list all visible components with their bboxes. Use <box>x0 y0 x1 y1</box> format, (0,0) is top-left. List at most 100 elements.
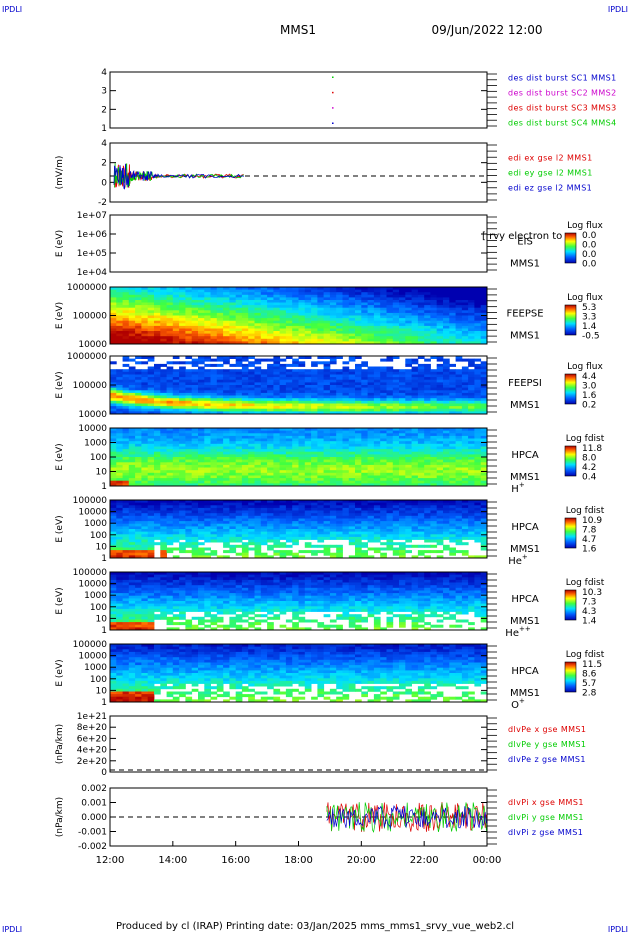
spectrogram-cell <box>128 441 136 445</box>
spectrogram-cell <box>455 470 463 474</box>
spectrogram-cell <box>373 336 381 340</box>
spectrogram-cell <box>273 539 281 543</box>
spectrogram-cell <box>216 292 224 296</box>
spectrogram-cell <box>367 315 375 319</box>
spectrogram-cell <box>260 500 268 503</box>
spectrogram-cell <box>405 328 412 332</box>
spectrogram-cell <box>135 297 142 301</box>
spectrogram-cell <box>342 443 350 447</box>
spectrogram-cell <box>141 435 149 439</box>
spectrogram-cell <box>380 300 387 303</box>
spectrogram-cell <box>430 502 438 506</box>
spectrogram-cell <box>172 518 180 522</box>
spectrogram-cell <box>141 387 149 391</box>
spectrogram-cell <box>273 307 281 311</box>
spectrogram-cell <box>273 536 281 540</box>
spectrogram-cell <box>329 462 337 466</box>
spectrogram-cell <box>229 336 237 340</box>
spectrogram-cell <box>128 510 136 514</box>
spectrogram-cell <box>417 441 425 445</box>
spectrogram-cell <box>329 510 337 514</box>
spectrogram-cell <box>323 500 331 503</box>
spectrogram-cell <box>417 310 425 314</box>
spectrogram-cell <box>361 529 368 532</box>
spectrogram-cell <box>166 377 174 381</box>
spectrogram-cell <box>380 510 387 514</box>
spectrogram-cell <box>160 382 167 386</box>
spectrogram-cell <box>424 411 431 415</box>
spectrogram-cell <box>336 302 343 306</box>
spectrogram-cell <box>216 294 224 298</box>
spectrogram-cell <box>373 310 381 314</box>
y-tick-label: 1e+07 <box>77 211 107 221</box>
spectrogram-cell <box>380 328 387 332</box>
spectrogram-cell <box>455 312 463 316</box>
spectrogram-cell <box>311 297 318 301</box>
spectrogram-cell <box>166 403 174 407</box>
spectrogram-cell <box>229 318 237 322</box>
spectrogram-cell <box>455 395 463 399</box>
spectrogram-cell <box>361 438 368 442</box>
spectrogram-cell <box>154 521 161 525</box>
spectrogram-cell <box>122 555 130 559</box>
spectrogram-cell <box>405 385 412 388</box>
spectrogram-cell <box>172 539 180 543</box>
spectrogram-cell <box>191 305 199 309</box>
spectrogram-cell <box>279 446 287 450</box>
spectrogram-cell <box>361 369 368 373</box>
spectrogram-cell <box>292 341 299 345</box>
spectrogram-cell <box>267 446 274 450</box>
spectrogram-cell <box>110 462 117 466</box>
spectrogram-cell <box>367 302 375 306</box>
spectrogram-cell <box>198 320 205 324</box>
spectrogram-cell <box>223 521 230 525</box>
spectrogram-cell <box>241 315 249 319</box>
spectrogram-cell <box>443 459 450 463</box>
spectrogram-cell <box>443 369 450 373</box>
spectrogram-cell <box>110 428 117 431</box>
spectrogram-cell <box>336 467 343 471</box>
spectrogram-cell <box>405 449 412 453</box>
spectrogram-cell <box>285 534 293 538</box>
spectrogram-cell <box>191 552 199 556</box>
spectrogram-cell <box>424 507 431 511</box>
spectrogram-cell <box>474 475 482 479</box>
burst-marker <box>332 91 334 94</box>
spectrogram-cell <box>116 328 123 332</box>
spectrogram-cell <box>342 300 350 303</box>
spectrogram-cell <box>235 534 243 538</box>
spectrogram-cell <box>317 325 325 329</box>
spectrogram-cell <box>241 374 249 378</box>
spectrogram-cell <box>323 428 331 431</box>
spectrogram-cell <box>128 292 136 296</box>
spectrogram-cell <box>179 449 186 453</box>
spectrogram-cell <box>223 287 230 290</box>
spectrogram-cell <box>292 529 299 532</box>
spectrogram-cell <box>455 428 463 431</box>
spectrogram-cell <box>172 395 180 399</box>
spectrogram-cell <box>399 521 406 525</box>
spectrogram-cell <box>373 507 381 511</box>
spectrogram-cell <box>317 331 325 334</box>
spectrogram-cell <box>223 470 230 474</box>
spectrogram-cell <box>122 500 130 503</box>
spectrogram-cell <box>480 387 488 391</box>
spectrogram-cell <box>229 408 237 412</box>
spectrogram-cell <box>135 534 142 538</box>
spectrogram-cell <box>254 395 262 399</box>
spectrogram-cell <box>348 507 356 511</box>
spectrogram-cell <box>128 400 136 404</box>
spectrogram-cell <box>386 312 394 316</box>
spectrogram-cell <box>392 294 400 298</box>
spectrogram-cell <box>329 328 337 332</box>
spectrogram-cell <box>141 377 149 381</box>
spectrogram-cell <box>285 300 293 303</box>
spectrogram-cell <box>317 406 325 410</box>
spectrogram-cell <box>160 552 167 556</box>
spectrogram-cell <box>198 331 205 334</box>
spectrogram-cell <box>430 428 438 431</box>
spectrogram-cell <box>154 536 161 540</box>
spectrogram-cell <box>154 328 161 332</box>
spectrogram-cell <box>411 433 419 437</box>
spectrogram-cell <box>298 336 306 340</box>
